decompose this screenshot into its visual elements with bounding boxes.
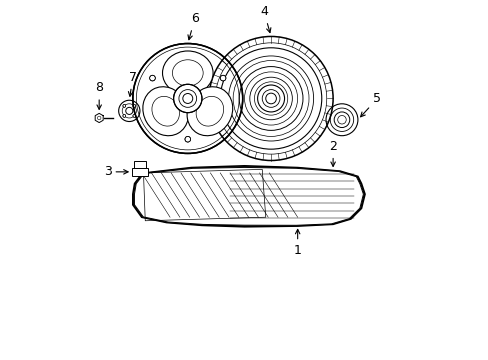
Text: 3: 3 xyxy=(104,165,112,178)
Text: 1: 1 xyxy=(293,229,301,257)
Ellipse shape xyxy=(187,87,232,136)
Text: 6: 6 xyxy=(187,12,199,40)
Text: 7: 7 xyxy=(128,71,137,96)
Circle shape xyxy=(220,75,225,81)
Circle shape xyxy=(122,104,125,107)
Circle shape xyxy=(184,136,190,142)
Circle shape xyxy=(133,104,136,107)
Text: 4: 4 xyxy=(260,5,270,33)
Circle shape xyxy=(133,114,136,117)
Polygon shape xyxy=(133,167,364,226)
Text: 2: 2 xyxy=(328,140,336,166)
Circle shape xyxy=(149,75,155,81)
Ellipse shape xyxy=(196,96,223,126)
Text: 8: 8 xyxy=(95,81,103,109)
Ellipse shape xyxy=(142,87,188,136)
Circle shape xyxy=(133,44,242,153)
Ellipse shape xyxy=(172,60,203,86)
Circle shape xyxy=(122,114,125,117)
Circle shape xyxy=(173,84,202,113)
Bar xyxy=(133,161,146,168)
Polygon shape xyxy=(95,113,103,123)
Ellipse shape xyxy=(152,96,179,126)
Polygon shape xyxy=(133,166,364,227)
Polygon shape xyxy=(134,167,363,225)
Text: 5: 5 xyxy=(360,92,381,117)
Bar xyxy=(132,168,147,176)
Ellipse shape xyxy=(162,51,213,95)
